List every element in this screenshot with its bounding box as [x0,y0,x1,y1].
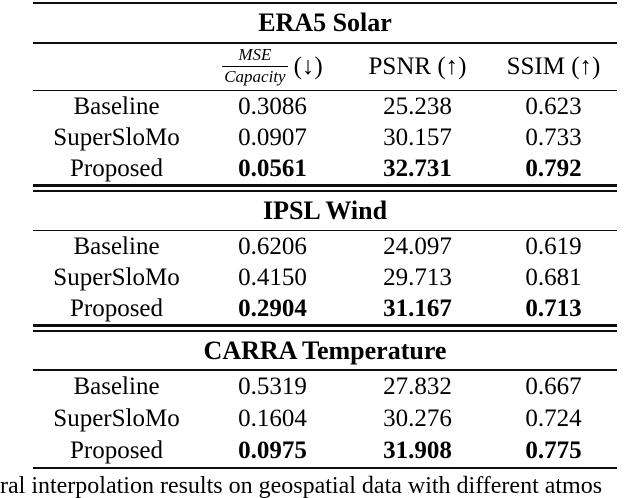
table-midrule [33,369,617,371]
ssim-cell: 0.792 [525,155,582,183]
ssim-cell: 0.619 [525,233,582,261]
table-bottomrule [33,324,617,327]
table-toprule [33,2,617,5]
mse-capacity-cell: 0.0907 [238,124,307,152]
column-header-row: MSE Capacity (↓) PSNR (↑) SSIM (↑) [33,44,617,90]
psnr-cell: 31.908 [383,436,452,464]
method-cell: Proposed [69,295,164,323]
ssim-cell: 0.681 [525,264,582,292]
mse-capacity-cell: 0.3086 [238,93,307,121]
method-cell: Baseline [73,93,160,121]
section-title-ipsl-wind: IPSL Wind [262,195,388,225]
table-row-superslomo: SuperSloMo 0.1604 30.276 0.724 [33,403,617,435]
mse-capacity-cell: 0.1604 [238,404,307,432]
psnr-cell: 30.157 [383,124,452,152]
mse-capacity-cell: 0.5319 [238,372,307,400]
table-row-baseline: Baseline 0.3086 25.238 0.623 [33,91,617,122]
method-cell: Proposed [69,436,164,464]
column-header-psnr: PSNR (↑) [368,52,467,80]
method-cell: Baseline [73,233,160,261]
column-header-ssim: SSIM (↑) [506,52,601,80]
fraction-denominator: Capacity [222,66,288,87]
table-bottomrule [33,184,617,187]
ssim-cell: 0.724 [525,404,582,432]
table-row-proposed: Proposed 0.0975 31.908 0.775 [33,435,617,467]
results-table: ERA5 Solar MSE Capacity (↓) PSNR (↑) SSI… [33,2,617,470]
mse-capacity-cell: 0.0975 [238,436,307,464]
psnr-cell: 31.167 [383,295,452,323]
method-column-header [33,44,200,90]
table-midrule [33,229,617,232]
column-header-mse-capacity: MSE Capacity (↓) [200,44,345,90]
table-row-superslomo: SuperSloMo 0.0907 30.157 0.733 [33,122,617,153]
table-row-superslomo: SuperSloMo 0.4150 29.713 0.681 [33,262,617,293]
fraction-numerator: MSE [238,45,272,65]
psnr-cell: 30.276 [383,404,452,432]
table-toprule [33,189,617,192]
method-cell: SuperSloMo [53,124,180,152]
ssim-cell: 0.713 [525,295,582,323]
method-cell: SuperSloMo [53,404,180,432]
mse-capacity-fraction: MSE Capacity [222,45,288,87]
section-title-era5-solar: ERA5 Solar [258,8,392,38]
mse-capacity-cell: 0.6206 [238,233,307,261]
method-cell: SuperSloMo [53,264,180,292]
down-arrow-label: (↓) [293,52,323,80]
psnr-cell: 25.238 [383,93,452,121]
psnr-cell: 27.832 [383,372,452,400]
ssim-cell: 0.623 [525,93,582,121]
method-cell: Baseline [73,372,160,400]
section-body-carra-temperature: Baseline 0.5319 27.832 0.667 SuperSloMo … [33,371,617,467]
psnr-cell: 32.731 [383,155,452,183]
table-midrule [33,89,617,92]
table-row-baseline: Baseline 0.6206 24.097 0.619 [33,231,617,262]
psnr-cell: 24.097 [383,233,452,261]
table-toprule [33,330,617,333]
mse-capacity-cell: 0.4150 [238,264,307,292]
ssim-cell: 0.775 [525,436,582,464]
table-row-proposed: Proposed 0.0561 32.731 0.792 [33,153,617,184]
mse-capacity-cell: 0.0561 [238,155,307,183]
ssim-cell: 0.667 [525,372,582,400]
mse-capacity-cell: 0.2904 [238,295,307,323]
table-midrule [33,42,617,44]
table-caption: ral interpolation results on geospatial … [0,473,603,498]
psnr-cell: 29.713 [383,264,452,292]
table-row-baseline: Baseline 0.5319 27.832 0.667 [33,371,617,403]
ssim-cell: 0.733 [525,124,582,152]
section-title-carra-temperature: CARRA Temperature [203,336,447,366]
method-cell: Proposed [69,155,164,183]
section-body-ipsl-wind: Baseline 0.6206 24.097 0.619 SuperSloMo … [33,231,617,324]
section-body-era5-solar: Baseline 0.3086 25.238 0.623 SuperSloMo … [33,91,617,184]
table-row-proposed: Proposed 0.2904 31.167 0.713 [33,293,617,324]
table-bottomrule [33,466,617,470]
